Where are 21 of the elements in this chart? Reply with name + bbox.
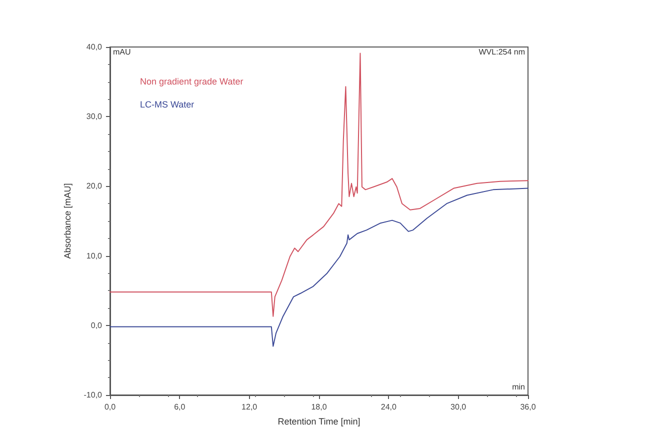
- y-tick-label: 0,0: [90, 320, 103, 330]
- y-tick-label: 20,0: [86, 182, 103, 191]
- x-tick-label: 6,0: [174, 402, 186, 412]
- y-tick-label: 40,0: [86, 42, 103, 52]
- x-tick-label: 0,0: [104, 402, 116, 412]
- x-tick-label: 24,0: [380, 402, 397, 412]
- annotation: WVL:254 nm: [478, 48, 526, 56]
- y-axis-title: Absorbance [mAU]: [62, 183, 72, 259]
- y-tick-label: 10,0: [86, 251, 103, 260]
- text: Non gradient grade Water: [140, 76, 244, 86]
- y-tick-label: -10,0: [84, 390, 103, 400]
- x-tick-label: 12,0: [242, 402, 258, 412]
- annotation: min: [512, 382, 525, 392]
- text: LC-MS Water: [140, 100, 194, 110]
- y-tick-label: 30,0: [86, 112, 103, 122]
- x-axis-title: Retention Time [min]: [278, 416, 360, 426]
- line-series: [110, 188, 528, 347]
- x-tick-label: 30,0: [450, 402, 467, 412]
- annotation: mAU: [113, 48, 131, 56]
- x-tick-label: 36,0: [520, 402, 536, 412]
- x-tick-label: 18,0: [311, 402, 328, 412]
